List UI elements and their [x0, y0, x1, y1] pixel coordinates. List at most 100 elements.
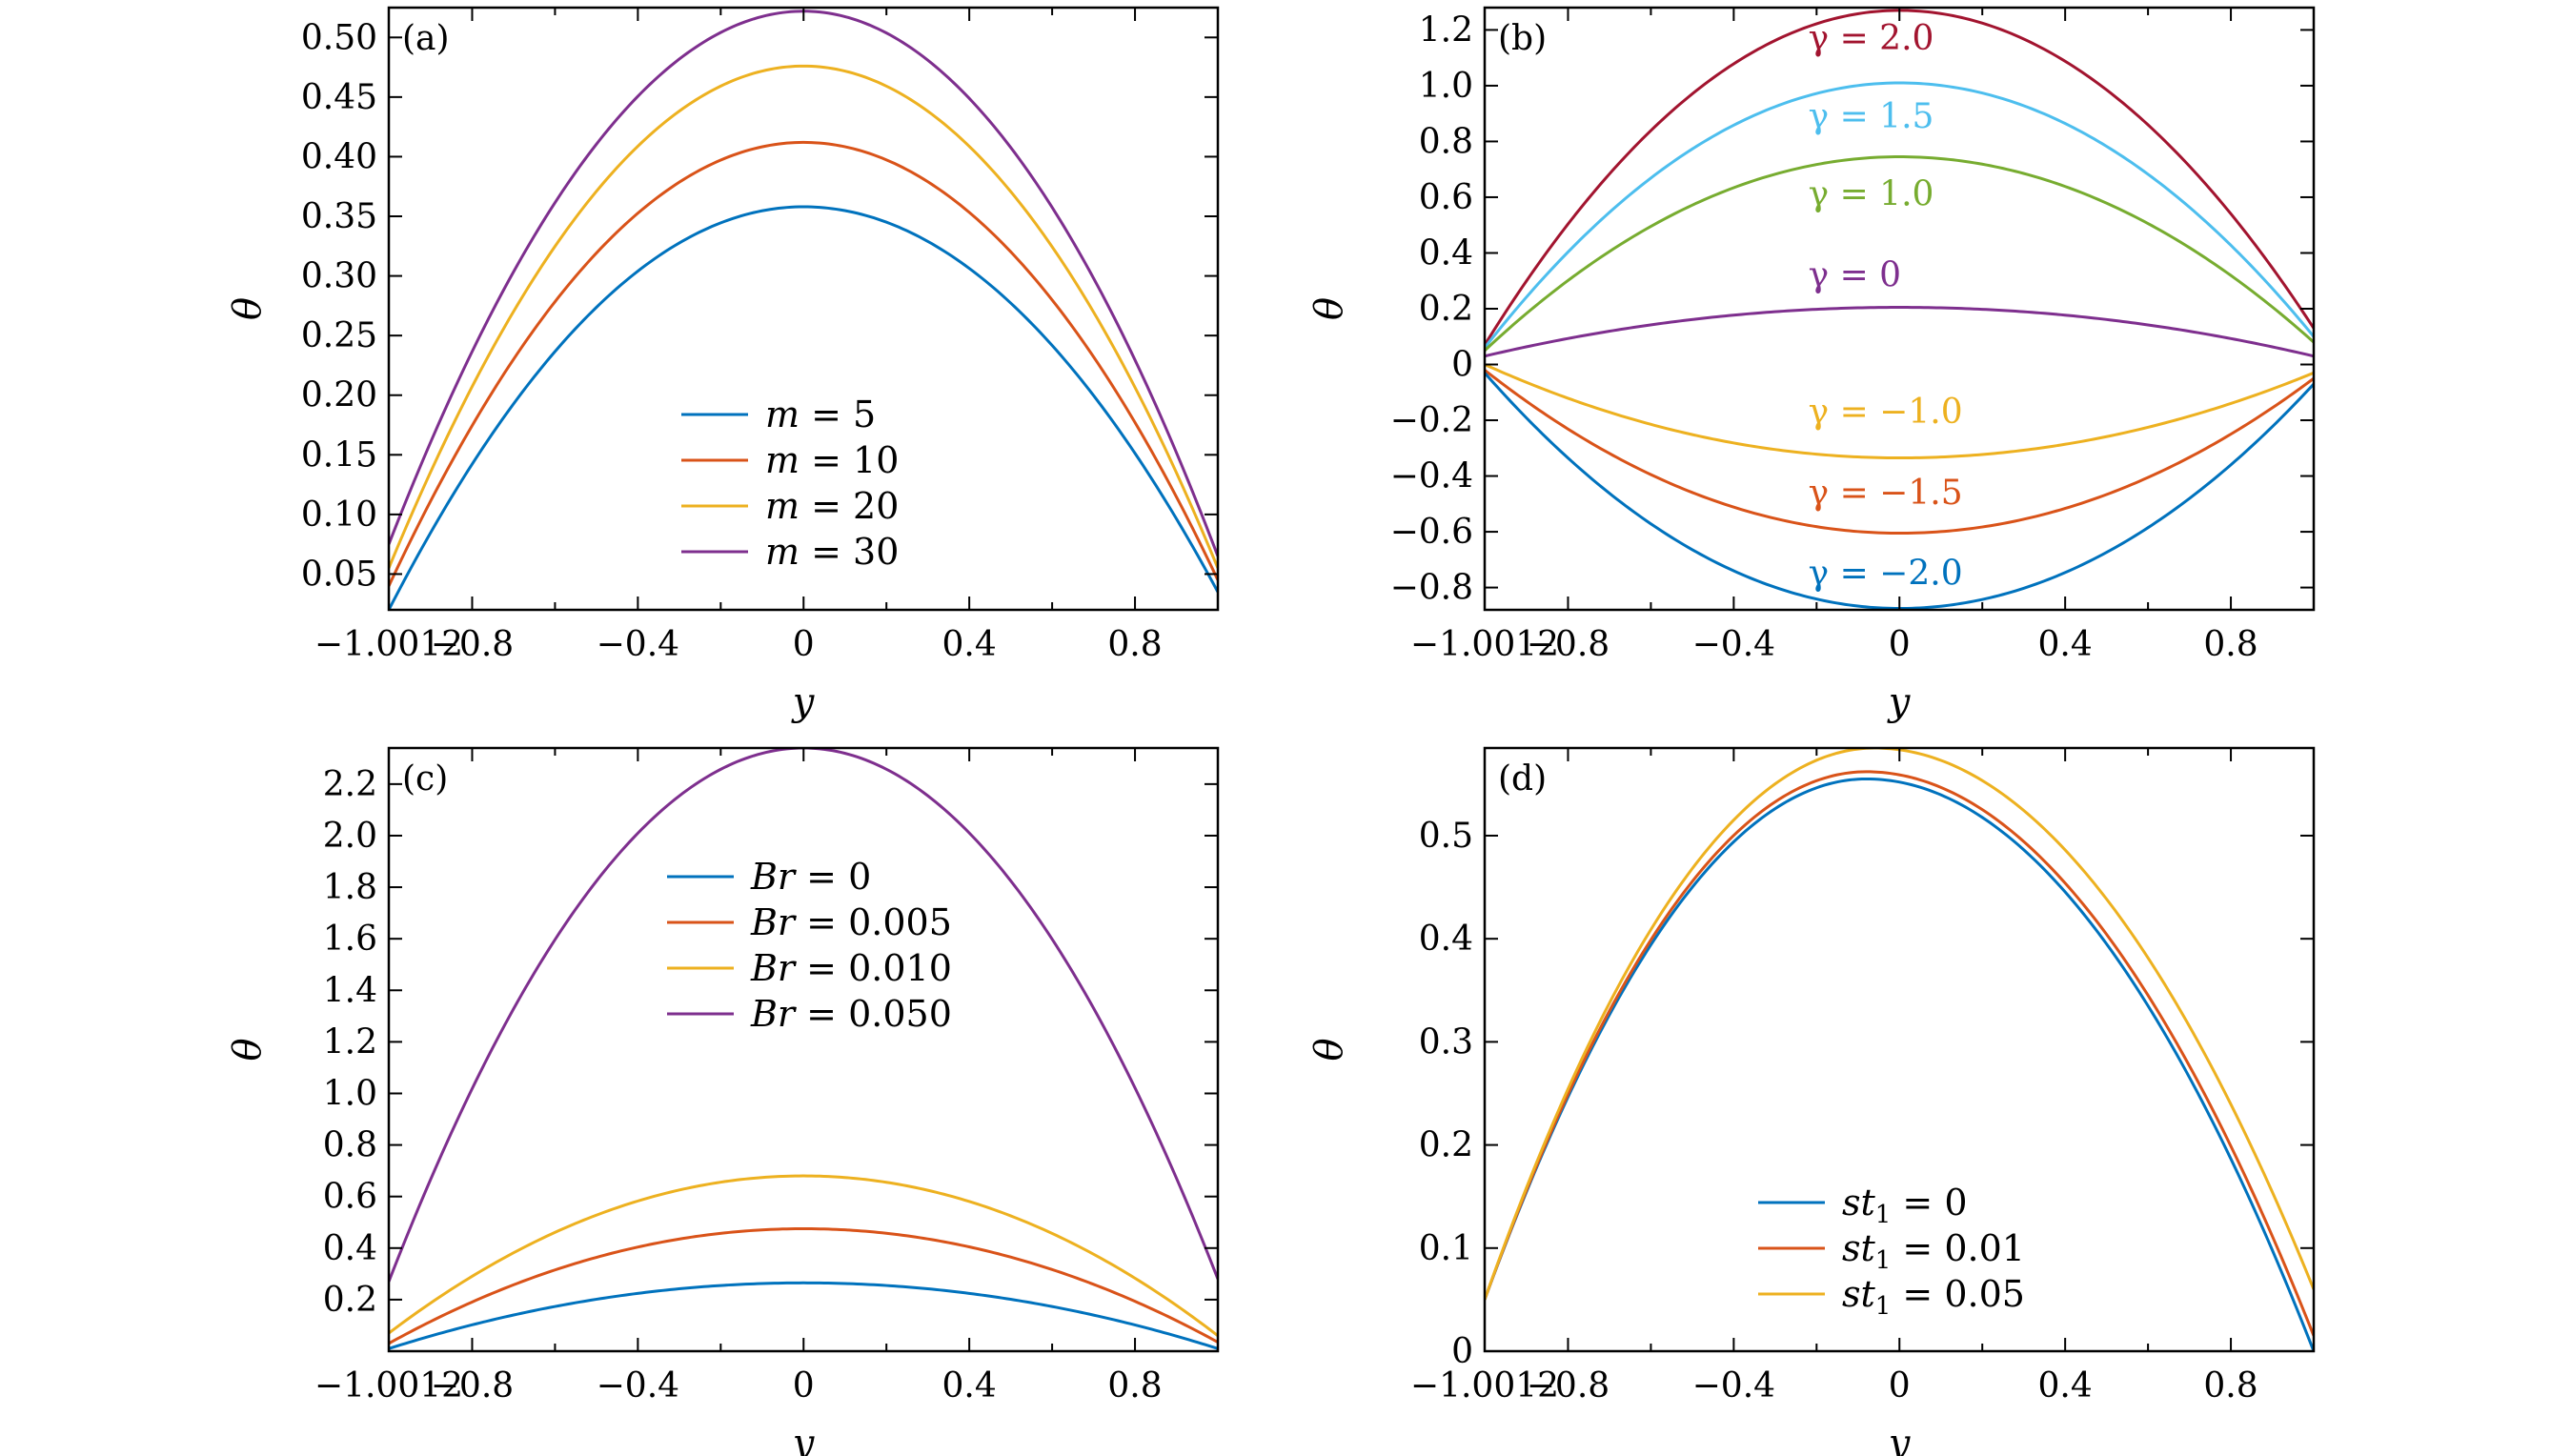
x-tick-label: −0.8	[1527, 1366, 1610, 1405]
panel-label: (b)	[1498, 19, 1547, 58]
x-tick-label: 0.8	[2203, 625, 2257, 664]
y-tick-label: −0.2	[1390, 401, 1473, 440]
legend-label: st1 = 0.05	[1842, 1273, 2025, 1321]
x-tick-label: 0.8	[1107, 1366, 1162, 1405]
series-line-5	[1485, 363, 2314, 460]
panel-label: (d)	[1498, 759, 1547, 799]
y-tick-label: 0.4	[1419, 233, 1473, 273]
x-tick-label: −0.4	[1692, 1366, 1775, 1405]
y-tick-label: 2.0	[323, 817, 377, 856]
panel-label: (c)	[402, 759, 448, 799]
series-line-6	[1485, 369, 2314, 536]
y-tick-label: 0.30	[301, 257, 377, 296]
y-tick-label: −0.4	[1390, 457, 1473, 496]
curve-annotation: γ = 0	[1809, 256, 1901, 295]
curve-annotation: γ = −1.0	[1809, 393, 1963, 432]
series-line-2	[1485, 81, 2314, 349]
x-tick-label: −1.0012	[314, 625, 463, 664]
legend-label: Br = 0	[750, 856, 871, 898]
x-tick-label: 0	[1889, 625, 1911, 664]
y-tick-label: 1.6	[323, 920, 377, 959]
legend-label: Br = 0.005	[750, 901, 952, 943]
y-tick-label: 0.8	[323, 1126, 377, 1165]
y-tick-label: 0	[1451, 1332, 1473, 1371]
x-tick-label: −0.4	[597, 625, 679, 664]
x-tick-label: −0.8	[431, 625, 514, 664]
y-tick-label: 1.8	[323, 868, 377, 907]
y-axis-label: θ	[1307, 1038, 1351, 1061]
legend-label: st1 = 0	[1842, 1182, 1968, 1229]
x-axis-label: y	[1887, 1422, 1912, 1456]
x-tick-label: 0	[1889, 1366, 1911, 1405]
y-tick-label: 0.45	[301, 78, 377, 117]
panel-d: −1.0012−0.8 −0.4 0 0.4 0.8 0 0.1 0.2 0.3 0.4 0.5 y θ…	[1307, 746, 2316, 1456]
y-tick-label: 0.2	[323, 1281, 377, 1320]
x-tick-label: 0.4	[942, 625, 997, 664]
y-tick-label: 1.2	[1419, 10, 1473, 50]
legend-label: m = 20	[765, 485, 899, 527]
panel-b: −1.0012−0.8 −0.4 0 0.4 0.8−0.8−0.6−0.4−0.200…	[1307, 6, 2316, 724]
y-tick-label: 1.0	[323, 1074, 377, 1113]
x-tick-label: 0.8	[2203, 1366, 2257, 1405]
y-tick-label: 0.20	[301, 376, 377, 415]
x-tick-label: 0.4	[942, 1366, 997, 1405]
series-line-1	[389, 1281, 1218, 1350]
y-tick-label: −0.6	[1390, 513, 1473, 552]
legend-label: m = 5	[765, 394, 876, 435]
series-line-2	[389, 140, 1218, 587]
y-tick-label: 0.2	[1419, 1126, 1473, 1165]
series-line-3	[389, 64, 1218, 569]
series-line-1	[389, 205, 1218, 610]
y-tick-label: −0.8	[1390, 569, 1473, 608]
panel-c: −1.0012−0.8 −0.4 0 0.4 0.8 0.2 0.4 0.6 0.8 1.0 1.2…	[226, 746, 1220, 1456]
y-tick-label: 0.4	[323, 1229, 377, 1268]
x-tick-label: 0.8	[1107, 625, 1162, 664]
x-tick-label: −1.0012	[314, 1366, 463, 1405]
series-line-3	[1485, 155, 2314, 352]
y-tick-label: 0.25	[301, 316, 377, 355]
x-tick-label: −0.8	[431, 1366, 514, 1405]
legend-label: Br = 0.050	[750, 993, 952, 1035]
legend-label: m = 10	[765, 439, 899, 481]
x-tick-label: 0	[793, 1366, 815, 1405]
y-tick-label: 0.8	[1419, 122, 1473, 161]
x-axis-label: y	[791, 1422, 816, 1456]
x-axis-label: y	[1887, 680, 1912, 724]
x-tick-label: −1.0012	[1410, 1366, 1559, 1405]
legend-label: Br = 0.010	[750, 947, 952, 989]
y-tick-label: 0.2	[1419, 290, 1473, 329]
y-tick-label: 0.3	[1419, 1022, 1473, 1062]
legend-label: m = 30	[765, 531, 899, 573]
series-line-2	[1485, 770, 2314, 1337]
y-tick-label: 0.5	[1419, 817, 1473, 856]
y-tick-label: 0	[1451, 346, 1473, 385]
x-tick-label: 0.4	[2038, 625, 2093, 664]
legend-label: st1 = 0.01	[1842, 1227, 2025, 1275]
y-axis-label: θ	[226, 1038, 270, 1061]
y-tick-label: 1.2	[323, 1022, 377, 1062]
x-tick-label: −1.0012	[1410, 625, 1559, 664]
curve-annotation: γ = 1.0	[1809, 175, 1934, 214]
series-line-1	[1485, 777, 2314, 1351]
curve-annotation: γ = 1.5	[1809, 97, 1934, 136]
y-tick-label: 0.05	[301, 555, 377, 594]
y-tick-label: 1.0	[1419, 67, 1473, 106]
y-tick-label: 0.50	[301, 18, 377, 57]
curve-annotation: γ = 2.0	[1809, 19, 1934, 58]
series-line-2	[389, 1227, 1218, 1345]
y-tick-label: 0.1	[1419, 1229, 1473, 1268]
y-tick-label: 0.35	[301, 197, 377, 236]
y-tick-label: 0.10	[301, 495, 377, 535]
x-tick-label: −0.4	[597, 1366, 679, 1405]
x-tick-label: −0.8	[1527, 625, 1610, 664]
y-axis-label: θ	[1307, 297, 1351, 320]
y-tick-label: 0.40	[301, 137, 377, 176]
x-tick-label: 0.4	[2038, 1366, 2093, 1405]
series-line-3	[389, 1174, 1218, 1337]
curve-annotation: γ = −1.5	[1809, 474, 1963, 513]
x-axis-label: y	[791, 680, 816, 724]
y-tick-label: 0.6	[1419, 178, 1473, 217]
y-axis-label: θ	[226, 297, 270, 320]
